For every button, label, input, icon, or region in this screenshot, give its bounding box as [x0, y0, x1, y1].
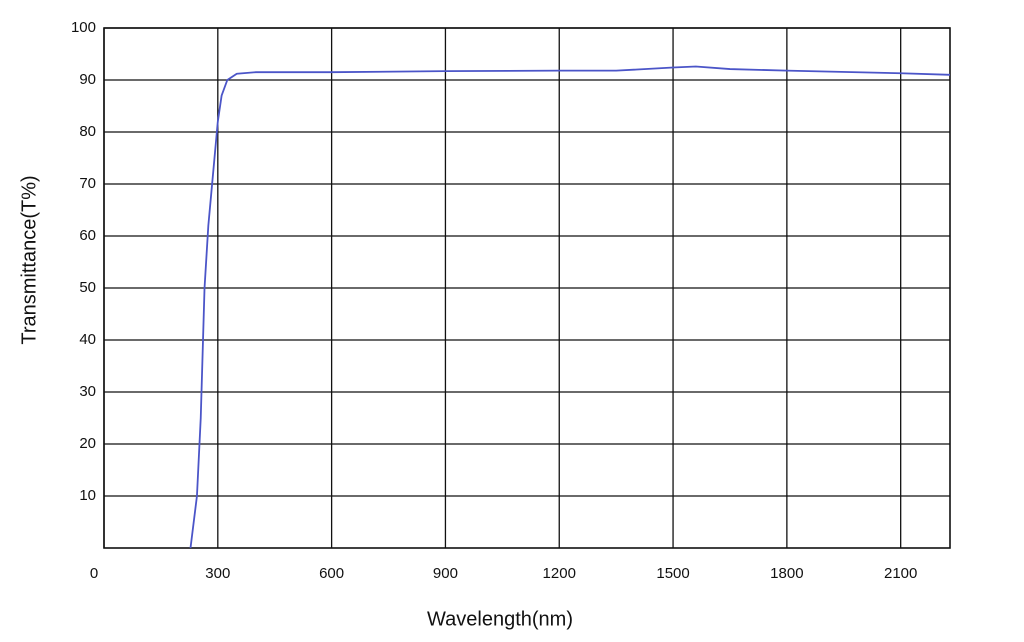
- x-tick-label: 0: [90, 565, 98, 582]
- y-tick-label: 30: [79, 383, 96, 400]
- y-tick-label: 40: [79, 331, 96, 348]
- x-axis-label: Wavelength(nm): [427, 608, 573, 630]
- y-tick-label: 100: [71, 19, 96, 36]
- x-tick-label: 300: [205, 565, 230, 582]
- y-tick-label: 60: [79, 227, 96, 244]
- x-tick-label: 2100: [884, 565, 917, 582]
- y-tick-label: 50: [79, 279, 96, 296]
- y-tick-label: 70: [79, 175, 96, 192]
- y-tick-label: 80: [79, 123, 96, 140]
- x-tick-label: 600: [319, 565, 344, 582]
- y-tick-label: 90: [79, 71, 96, 88]
- x-tick-label: 1800: [770, 565, 803, 582]
- x-tick-label: 1200: [543, 565, 576, 582]
- x-tick-label: 900: [433, 565, 458, 582]
- y-axis-label: Transmittance(T%): [18, 175, 40, 344]
- x-tick-label: 1500: [656, 565, 689, 582]
- y-tick-label: 10: [79, 487, 96, 504]
- data-line: [189, 65, 951, 549]
- y-tick-label: 20: [79, 435, 96, 452]
